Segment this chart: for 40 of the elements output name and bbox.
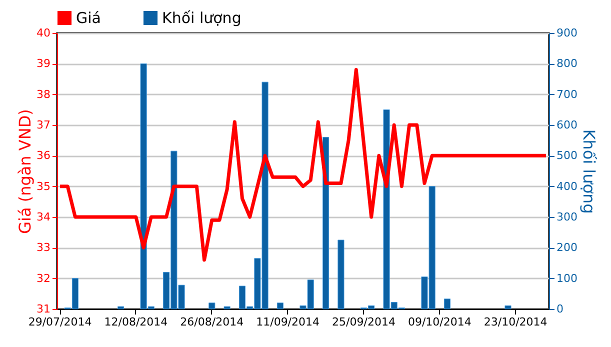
x-tick-label: 25/09/2014 [332, 316, 396, 328]
y2-tick-label: 800 [556, 57, 578, 70]
y-tick-label: 37 [36, 118, 50, 132]
x-tick-label: 11/09/2014 [256, 316, 320, 328]
y-tick-label: 33 [36, 241, 50, 254]
y2-tick-label: 700 [556, 88, 578, 101]
x-tick-label: 29/07/2014 [28, 316, 92, 328]
y-tick-label: 35 [36, 180, 50, 193]
bar [276, 302, 284, 310]
y-tick-label: 38 [36, 88, 50, 101]
y2-tick-label: 100 [556, 272, 578, 285]
bar [444, 298, 451, 310]
y2-tick-label: 0 [556, 302, 564, 316]
y2-tick-label: 200 [556, 241, 578, 254]
y2-tick-label: 600 [556, 118, 578, 132]
bar [117, 306, 124, 310]
legend-label: Giá [76, 8, 101, 27]
x-tick-label: 26/08/2014 [180, 316, 244, 328]
y2-tick-label: 300 [556, 210, 578, 224]
x-tick-label: 09/10/2014 [408, 316, 472, 328]
y-tick-label: 39 [36, 57, 50, 70]
bar [224, 306, 230, 310]
legend-label: Khối lượng [162, 8, 242, 27]
y2-axis-title: Khối lượng [579, 129, 598, 214]
line-series [58, 68, 548, 262]
y-tick-label: 36 [36, 149, 50, 162]
y2-tick-label: 500 [556, 149, 578, 162]
bar [338, 240, 344, 310]
x-tick-label: 23/10/2014 [484, 316, 548, 328]
bar [504, 305, 512, 310]
bar [322, 137, 330, 310]
y2-tick-label: 400 [556, 180, 578, 193]
x-tick-label: 12/08/2014 [104, 316, 168, 328]
y2-tick-label: 900 [556, 26, 578, 40]
y-tick-label: 32 [36, 272, 50, 285]
y-tick-label: 31 [36, 302, 50, 316]
y-tick-label: 34 [36, 210, 50, 224]
bar [208, 302, 216, 310]
y-axis-title: Giá (ngàn VND) [16, 109, 35, 234]
y-tick-label: 40 [36, 26, 50, 40]
